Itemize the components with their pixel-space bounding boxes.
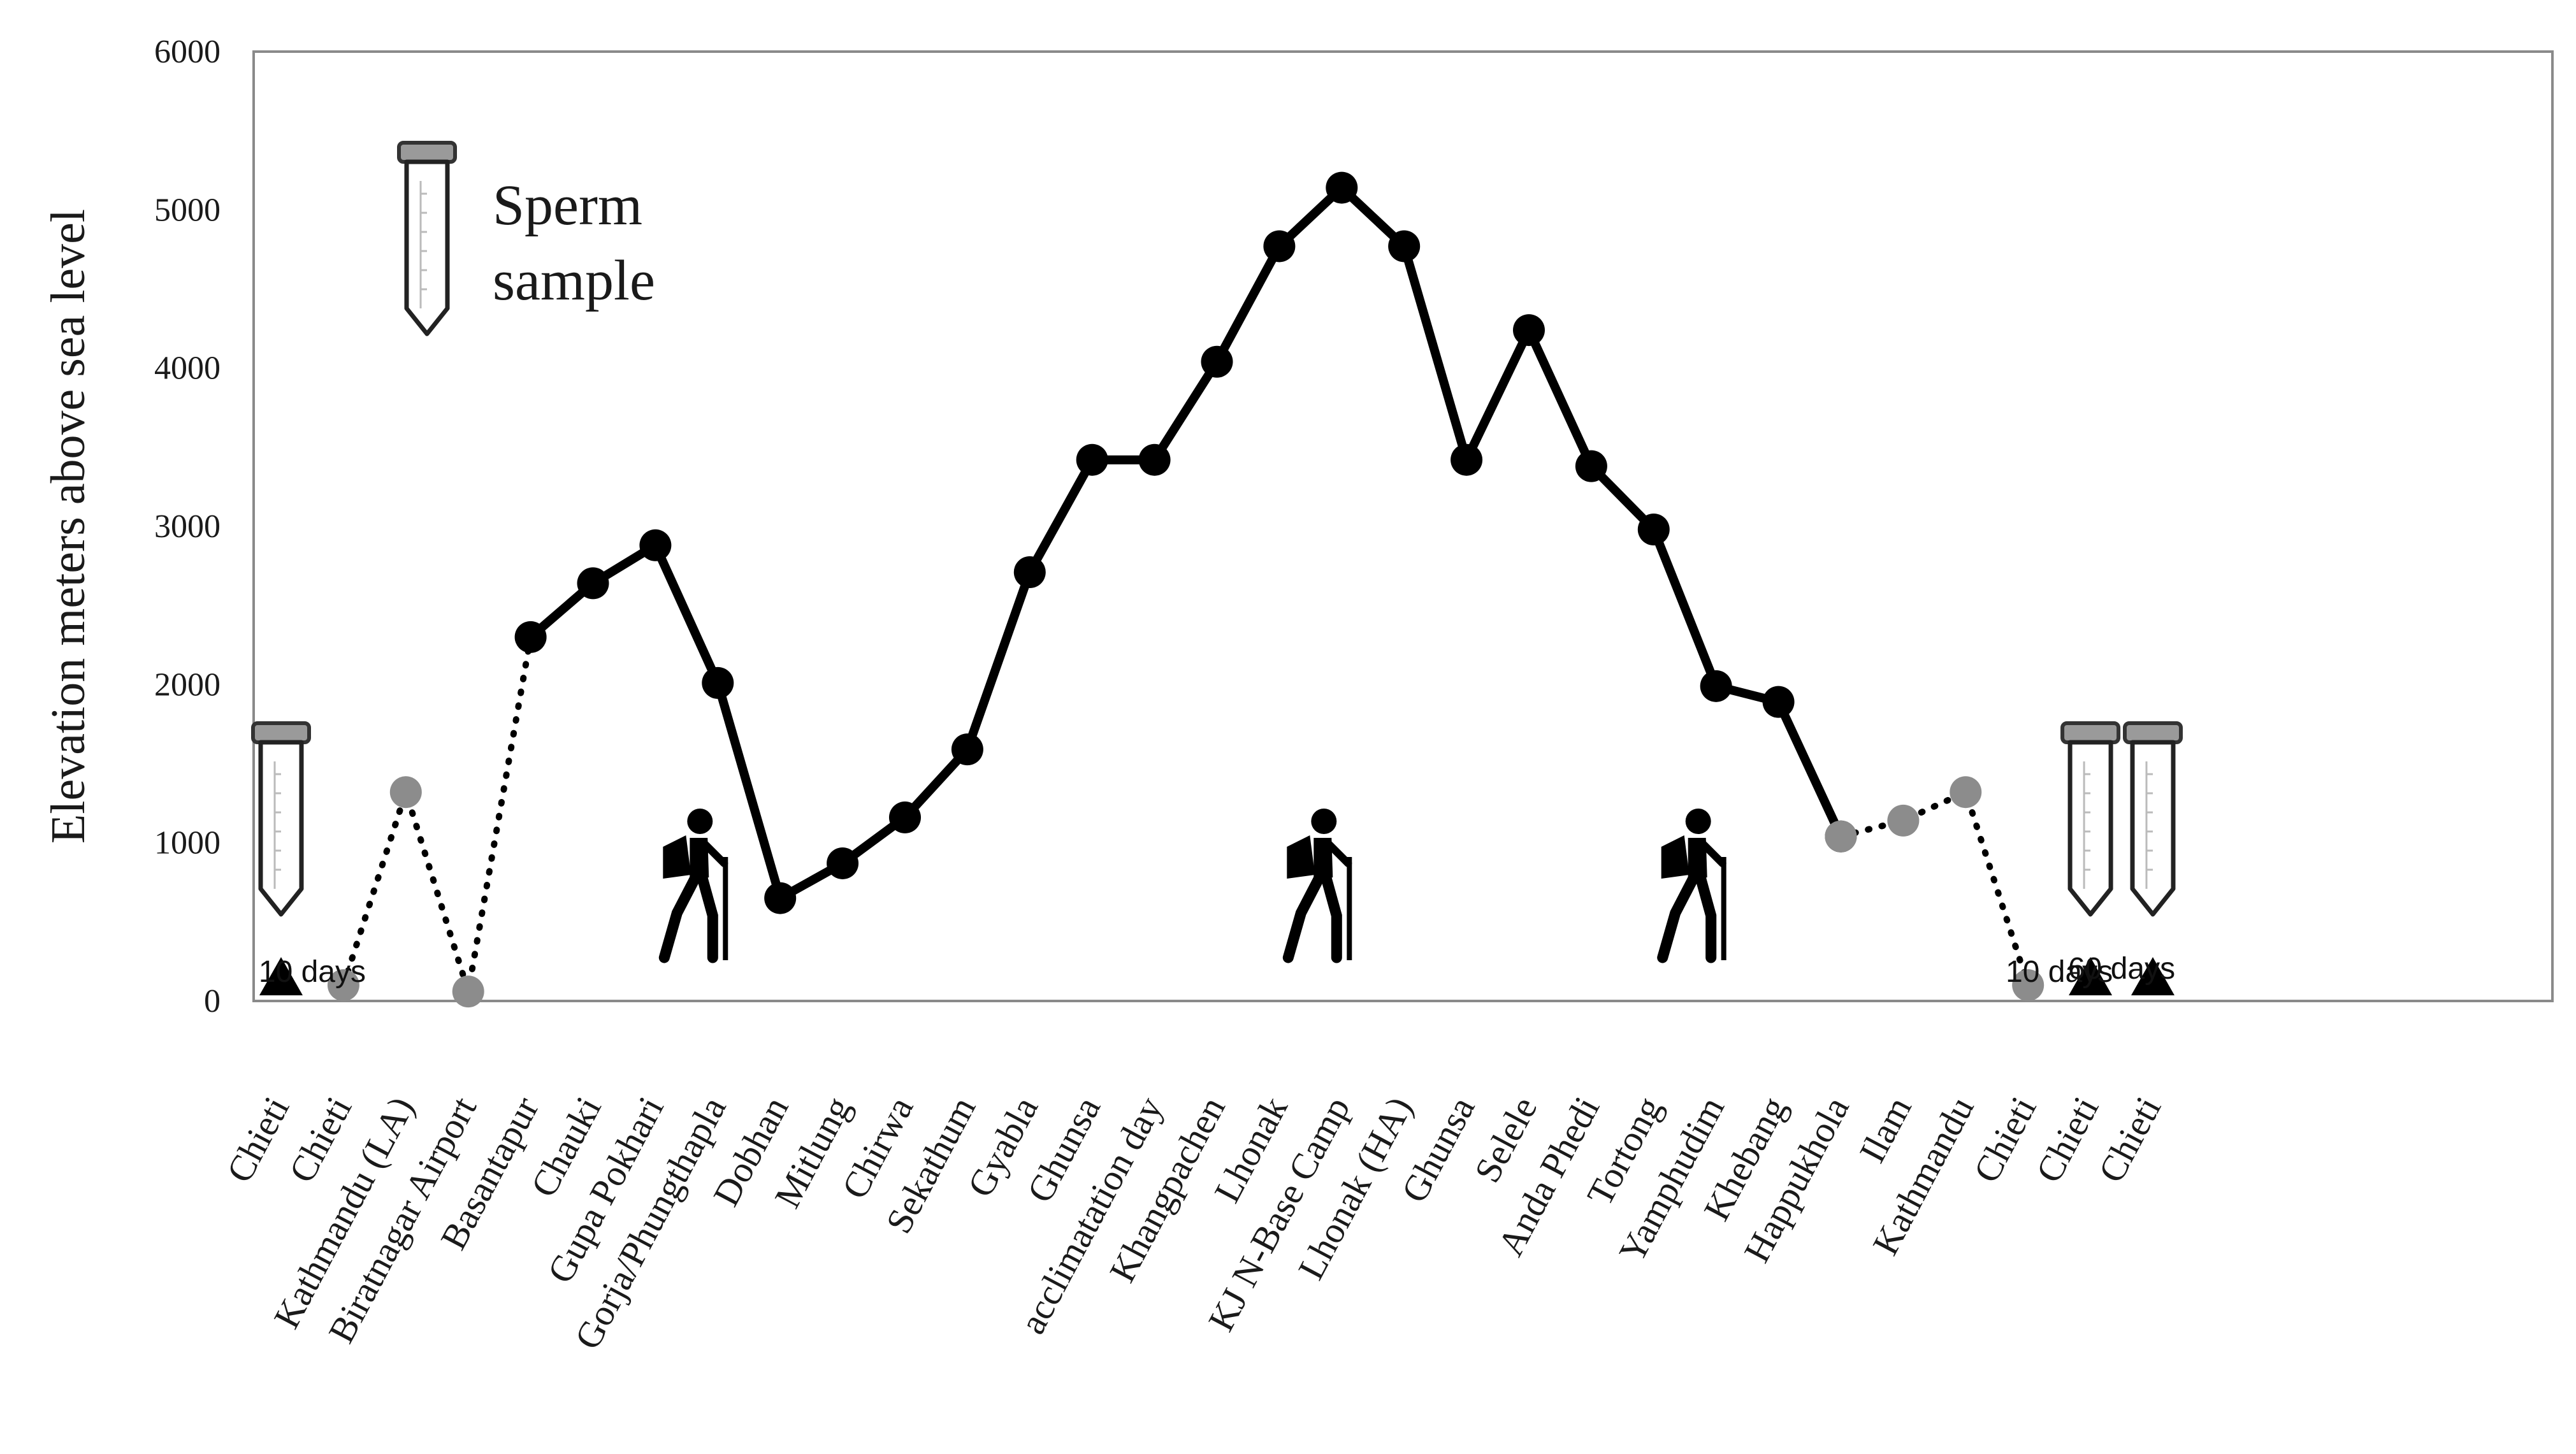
travel-point (327, 969, 359, 1002)
trek-point (1451, 443, 1483, 476)
x-tick-label: Chieti (219, 1090, 298, 1190)
trek-point (827, 847, 859, 879)
x-tick-label: Chieti (2028, 1090, 2107, 1190)
duration-annotation: 10 days (259, 955, 366, 989)
travel-point (452, 975, 484, 1008)
hiker-icon (663, 809, 725, 960)
duration-annotation: 10 days (2006, 955, 2113, 989)
test-tube-icon (253, 723, 309, 914)
trek-point (764, 882, 797, 914)
sample-day-marker (2069, 957, 2113, 996)
trek-point (1700, 670, 1732, 702)
trek-point (1013, 556, 1046, 589)
trek-point (639, 529, 672, 561)
series-line-1 (340, 633, 534, 995)
hiker-icon (1661, 809, 1724, 960)
travel-point (1950, 776, 1982, 809)
test-tube-icon (2062, 723, 2118, 914)
trek-point (1762, 686, 1795, 718)
travel-point (1825, 820, 1857, 853)
trek-point (702, 666, 734, 699)
y-tick-label: 3000 (154, 508, 221, 545)
trek-point (1388, 230, 1421, 263)
test-tube-icon (2125, 723, 2181, 914)
legend-label: sample (493, 249, 655, 312)
series-line-3 (1837, 789, 2032, 989)
y-tick-label: 4000 (154, 350, 221, 387)
x-tick-label: Chieti (2090, 1090, 2169, 1190)
sample-day-marker (2131, 957, 2174, 996)
trek-point (1076, 443, 1108, 476)
trek-point (889, 801, 921, 833)
y-tick-label: 1000 (154, 825, 221, 861)
travel-point (1887, 804, 1920, 837)
trek-point (577, 567, 609, 600)
y-tick-label: 2000 (154, 666, 221, 703)
sample-day-marker (259, 957, 303, 996)
y-tick-label: 5000 (154, 192, 221, 228)
trek-point (514, 621, 547, 653)
travel-point (2012, 969, 2044, 1002)
plot-frame (252, 50, 2554, 1002)
trek-point (1326, 171, 1358, 204)
hiker-icon (1287, 809, 1349, 960)
trek-point (951, 733, 983, 766)
series-line-2 (526, 183, 1846, 903)
trek-point (1575, 450, 1607, 482)
trek-point (1138, 443, 1171, 476)
trek-point (1637, 513, 1670, 545)
trek-point (1513, 314, 1545, 347)
y-tick-label: 0 (204, 983, 221, 1019)
y-tick-label: 6000 (154, 34, 221, 70)
x-tick-label: Chieti (1965, 1090, 2044, 1190)
travel-point (389, 776, 422, 809)
legend-label: Sperm (493, 174, 642, 237)
test-tube-icon (399, 143, 455, 334)
y-axis-label: Elevation meters above sea level (41, 209, 95, 844)
trek-point (1201, 345, 1233, 378)
duration-annotation: 60 days (2068, 952, 2175, 986)
trek-point (1263, 230, 1296, 263)
